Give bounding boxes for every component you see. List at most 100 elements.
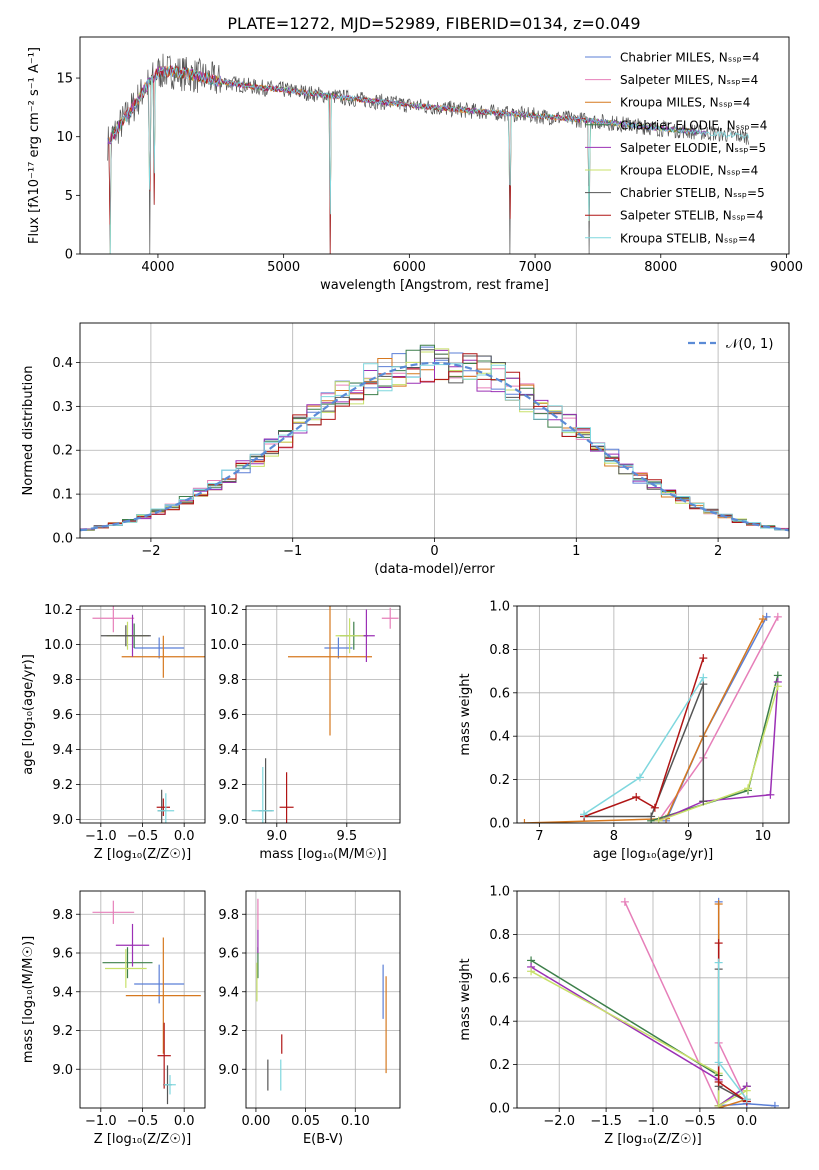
data-point <box>164 1075 176 1095</box>
series-line <box>658 681 779 822</box>
y-tick-label: 9.2 <box>218 778 239 793</box>
x-tick-label: 0.0 <box>174 1114 195 1129</box>
legend-entry: 𝒩(0, 1) <box>726 337 773 352</box>
marker-plus <box>744 784 753 793</box>
y-tick-label: 0.0 <box>489 1102 510 1117</box>
x-tick-label: 9000 <box>770 260 803 275</box>
marker-plus <box>527 967 536 976</box>
y-tick-label: 0.6 <box>489 686 510 701</box>
y-tick-label: 5 <box>65 189 73 204</box>
y-tick-label: 9.2 <box>52 778 73 793</box>
data-point <box>134 637 185 659</box>
legend-entry: Kroupa MILES, Nₛₛₚ=4 <box>620 96 750 110</box>
legend: 𝒩(0, 1) <box>688 337 773 352</box>
spectrum-line <box>109 65 699 142</box>
data-point <box>134 964 185 1004</box>
marker-plus <box>770 1101 779 1108</box>
y-tick-label: 0.1 <box>52 488 73 503</box>
y-tick-label: 10 <box>56 130 73 145</box>
axes-frame <box>245 890 401 1109</box>
marker-plus <box>714 958 723 967</box>
plot-area <box>256 898 387 1091</box>
x-tick-label: 0.10 <box>341 1114 370 1129</box>
marker-plus <box>635 773 644 782</box>
marker-plus <box>762 612 771 621</box>
marker-plus <box>647 812 656 821</box>
x-tick-label: 8000 <box>644 260 677 275</box>
histogram-step <box>80 363 789 531</box>
data-point <box>156 798 170 816</box>
y-tick-label: 9.8 <box>52 673 73 688</box>
series-line <box>584 683 705 818</box>
series-line <box>717 962 748 1100</box>
y-tick-label: 0.0 <box>489 817 510 832</box>
y-tick-label: 0.2 <box>489 1058 510 1073</box>
series-line <box>583 657 705 818</box>
x-tick-label: 10 <box>755 829 772 844</box>
marker-plus <box>620 897 629 906</box>
y-tick-label: 9.2 <box>218 1024 239 1039</box>
y-tick-label: 9.6 <box>52 947 73 962</box>
y-tick-label: 9.0 <box>218 813 239 828</box>
y-tick-label: 9.4 <box>218 985 239 1000</box>
x-tick-label: −1.5 <box>590 1114 622 1129</box>
y-tick-label: 0 <box>65 248 73 263</box>
y-tick-label: 0.8 <box>489 928 510 943</box>
legend-entry: Kroupa STELIB, Nₛₛₚ=4 <box>620 231 756 245</box>
normal-curve <box>80 361 789 532</box>
y-axis-label: mass weight <box>458 673 473 755</box>
x-axis-label: Z [log₁₀(Z/Z☉)] <box>94 1132 191 1147</box>
y-tick-label: 9.4 <box>52 985 73 1000</box>
y-tick-label: 0.4 <box>489 1015 510 1030</box>
data-point <box>92 900 135 924</box>
y-tick-label: 0.4 <box>489 730 510 745</box>
marker-plus <box>714 1077 723 1086</box>
y-tick-label: 0.2 <box>52 444 73 459</box>
spectrum-line <box>107 53 750 254</box>
plot-area <box>520 612 782 823</box>
marker-plus <box>714 1101 723 1108</box>
y-tick-label: 9.4 <box>218 743 239 758</box>
y-axis-label: age [log₁₀(age/yr)] <box>21 654 36 775</box>
y-tick-label: 9.6 <box>52 708 73 723</box>
marker-plus <box>699 654 708 663</box>
x-tick-label: 6000 <box>393 260 426 275</box>
x-tick-label: 9.5 <box>336 829 357 844</box>
y-tick-label: 1.0 <box>489 600 510 615</box>
plot-area <box>92 606 205 823</box>
y-tick-label: 9.8 <box>52 908 73 923</box>
plot-area <box>80 344 789 532</box>
y-tick-label: 0.2 <box>489 773 510 788</box>
panel-age-vs-mass: 9.0 9.5 9.0 9.2 9.4 9.6 9.8 10.0 10.2 mass [log₁₀… <box>210 603 401 862</box>
plot-area <box>251 606 399 823</box>
y-tick-label: 0.0 <box>52 532 73 547</box>
x-tick-label: −1.0 <box>637 1114 669 1129</box>
spectrum-line <box>109 65 676 254</box>
x-tick-label: 2 <box>714 544 722 559</box>
marker-plus <box>766 790 775 799</box>
marker-plus <box>520 819 529 823</box>
panel-age-vs-Z: −1.0 −0.5 0.0 9.0 9.2 9.4 9.6 9.8 10.0 10.2 Z [log… <box>21 603 206 862</box>
x-tick-label: 1 <box>572 544 580 559</box>
panel-mass-vs-Z: −1.0 −0.5 0.0 9.0 9.2 9.4 9.6 9.8 Z [log₁₀(Z/Z☉)… <box>21 890 206 1147</box>
x-tick-label: 5000 <box>267 260 300 275</box>
x-tick-label: 4000 <box>141 260 174 275</box>
panel-mass-weight-vs-Z: −2.0 −1.5 −1.0 −0.5 0.0 0.0 0.2 0.4 0.6 0.8 1.0 Z [… <box>458 885 790 1147</box>
marker-plus <box>773 682 782 691</box>
axes-frame <box>516 605 790 824</box>
data-point <box>381 607 399 629</box>
legend-entry: Kroupa ELODIE, Nₛₛₚ=4 <box>620 164 758 178</box>
x-axis-label: Z [log₁₀(Z/Z☉)] <box>94 847 191 862</box>
series-line <box>717 943 748 1103</box>
y-axis-label: mass [log₁₀(M/M☉)] <box>21 936 36 1063</box>
data-point <box>100 625 151 647</box>
x-tick-label: 7000 <box>519 260 552 275</box>
plot-area <box>92 900 201 1105</box>
marker-plus <box>632 792 641 801</box>
data-point <box>251 767 274 823</box>
marker-plus <box>654 816 663 823</box>
x-tick-label: 9 <box>684 829 692 844</box>
data-point <box>157 1022 171 1089</box>
marker-plus <box>742 1086 751 1095</box>
spectrum-line <box>108 65 589 254</box>
